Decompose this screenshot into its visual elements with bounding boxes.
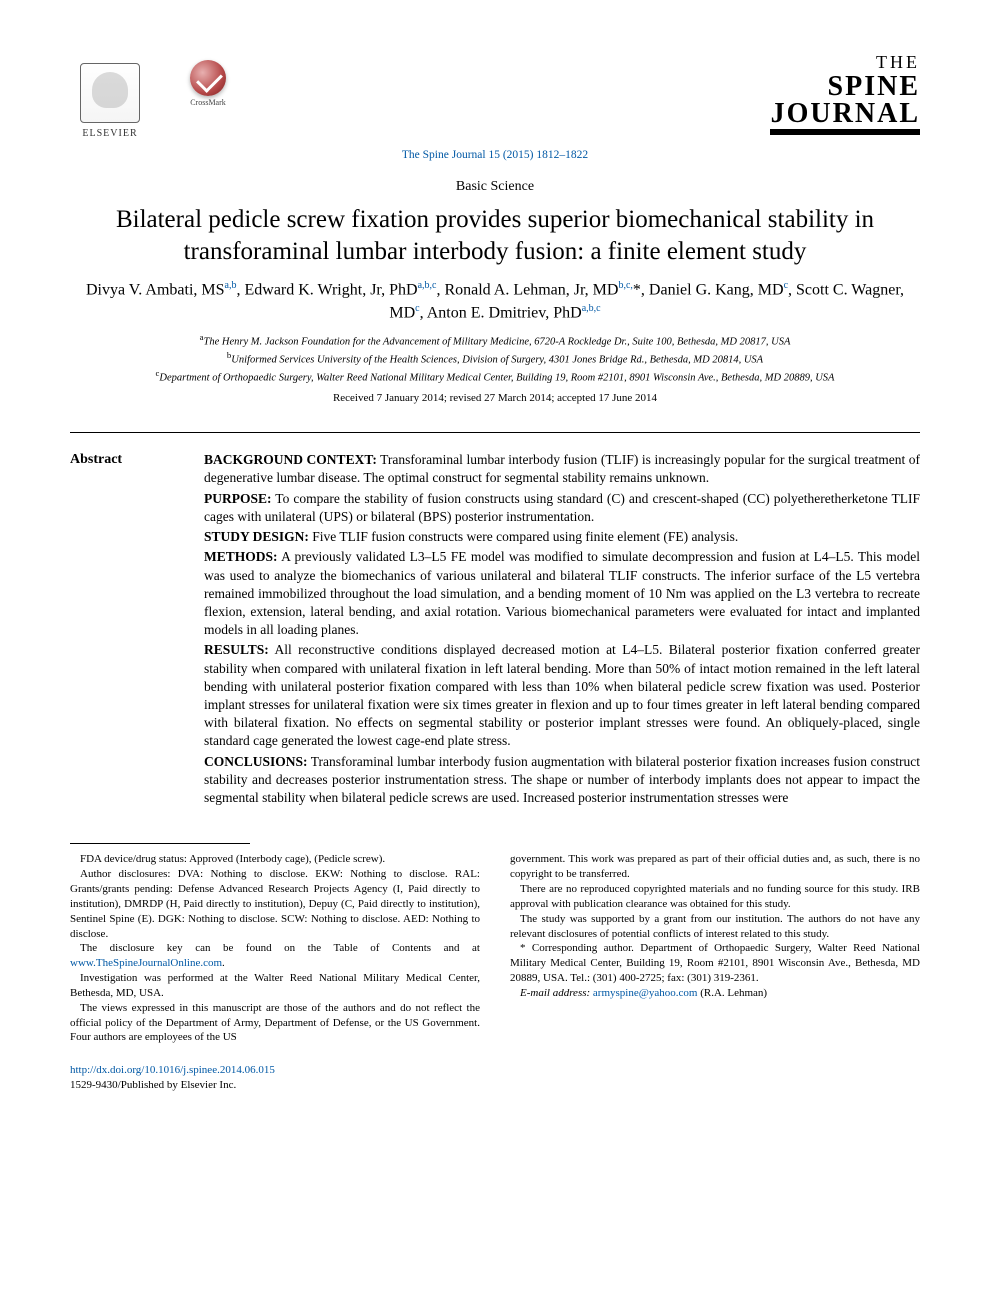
abstract-heading: Abstract (70, 451, 180, 809)
footnotes-rule (70, 843, 250, 844)
affiliations: aThe Henry M. Jackson Foundation for the… (70, 332, 920, 385)
fn-government: government. This work was prepared as pa… (510, 852, 920, 882)
author-list: Divya V. Ambati, MSa,b, Edward K. Wright… (70, 279, 920, 324)
article-dates: Received 7 January 2014; revised 27 Marc… (70, 391, 920, 406)
journal-logo-line1: SPINE (770, 74, 920, 101)
elsevier-logo: ELSEVIER (70, 50, 150, 140)
crossmark-badge[interactable]: CrossMark (190, 60, 226, 109)
journal-logo-line2: JOURNAL (770, 101, 920, 128)
fn-corresponding: * Corresponding author. Department of Or… (510, 941, 920, 986)
citation-link[interactable]: The Spine Journal 15 (2015) 1812–1822 (402, 149, 588, 161)
crossmark-label: CrossMark (190, 98, 226, 109)
affiliation-c: cDepartment of Orthopaedic Surgery, Walt… (70, 368, 920, 386)
fn-investigation: Investigation was performed at the Walte… (70, 971, 480, 1001)
abstract-design: STUDY DESIGN: Five TLIF fusion construct… (204, 528, 920, 546)
footer: http://dx.doi.org/10.1016/j.spinee.2014.… (70, 1063, 920, 1093)
issn-copyright: 1529-9430/Published by Elsevier Inc. (70, 1079, 236, 1091)
fn-fda: FDA device/drug status: Approved (Interb… (70, 852, 480, 867)
article-type: Basic Science (70, 178, 920, 197)
footnotes: FDA device/drug status: Approved (Interb… (70, 852, 920, 1045)
affiliation-a: aThe Henry M. Jackson Foundation for the… (70, 332, 920, 350)
journal-logo-rule (770, 129, 920, 135)
footnotes-right-col: government. This work was prepared as pa… (510, 852, 920, 1045)
abstract-body: BACKGROUND CONTEXT: Transforaminal lumba… (204, 451, 920, 809)
abstract-conclusions: CONCLUSIONS: Transforaminal lumbar inter… (204, 753, 920, 808)
affiliation-b: bUniformed Services University of the He… (70, 350, 920, 368)
doi-link[interactable]: http://dx.doi.org/10.1016/j.spinee.2014.… (70, 1064, 275, 1076)
abstract-purpose: PURPOSE: To compare the stability of fus… (204, 490, 920, 526)
divider-top (70, 432, 920, 433)
elsevier-name: ELSEVIER (82, 127, 137, 141)
fn-grant: The study was supported by a grant from … (510, 912, 920, 942)
fn-disclosures: Author disclosures: DVA: Nothing to disc… (70, 867, 480, 941)
article-title: Bilateral pedicle screw fixation provide… (80, 204, 910, 267)
citation-line[interactable]: The Spine Journal 15 (2015) 1812–1822 (70, 148, 920, 164)
abstract-background: BACKGROUND CONTEXT: Transforaminal lumba… (204, 451, 920, 487)
fn-copyright: There are no reproduced copyrighted mate… (510, 882, 920, 912)
email-link[interactable]: armyspine@yahoo.com (593, 987, 698, 999)
disclosure-link[interactable]: www.TheSpineJournalOnline.com (70, 957, 222, 969)
abstract-methods: METHODS: A previously validated L3–L5 FE… (204, 548, 920, 639)
fn-email: E-mail address: armyspine@yahoo.com (R.A… (510, 986, 920, 1001)
abstract-results: RESULTS: All reconstructive conditions d… (204, 641, 920, 750)
fn-disclosure-key: The disclosure key can be found on the T… (70, 941, 480, 971)
journal-logo: THE SPINE JOURNAL (770, 50, 920, 135)
crossmark-icon (190, 60, 226, 96)
footnotes-left-col: FDA device/drug status: Approved (Interb… (70, 852, 480, 1045)
header-row: ELSEVIER CrossMark THE SPINE JOURNAL (70, 50, 920, 140)
abstract: Abstract BACKGROUND CONTEXT: Transforami… (70, 451, 920, 809)
elsevier-tree-icon (80, 63, 140, 123)
fn-views: The views expressed in this manuscript a… (70, 1001, 480, 1046)
